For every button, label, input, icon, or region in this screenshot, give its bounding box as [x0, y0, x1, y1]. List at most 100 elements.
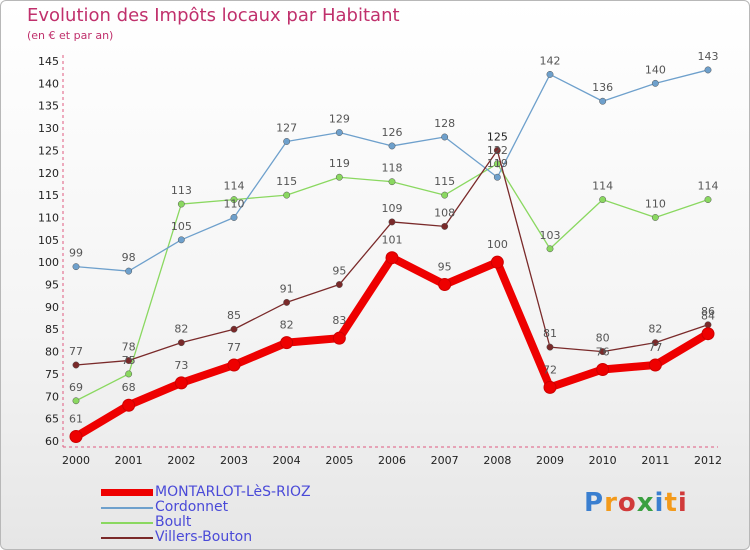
y-tick-label: 70 — [45, 390, 59, 403]
legend-label: MONTARLOT-LèS-RIOZ — [155, 484, 311, 500]
legend-swatch — [101, 537, 153, 539]
data-label: 85 — [227, 309, 241, 322]
data-label: 73 — [174, 359, 188, 372]
logo-letter: x — [636, 488, 655, 518]
data-point — [441, 222, 449, 230]
data-point — [388, 142, 396, 150]
logo-letter: i — [654, 488, 665, 518]
data-point — [599, 348, 607, 356]
data-label: 140 — [645, 63, 666, 76]
data-point — [177, 200, 185, 208]
y-tick-label: 130 — [38, 122, 59, 135]
data-label: 82 — [280, 319, 294, 332]
x-tick-label: 2001 — [115, 454, 143, 467]
data-point — [177, 339, 185, 347]
data-point — [227, 358, 241, 372]
data-label: 91 — [280, 282, 294, 295]
data-label: 69 — [69, 381, 83, 394]
data-point — [651, 214, 659, 221]
data-point — [230, 196, 238, 204]
data-label: 103 — [540, 229, 561, 242]
data-point — [546, 70, 554, 78]
x-tick-label: 2008 — [483, 454, 511, 467]
data-label: 108 — [434, 206, 455, 219]
data-label: 114 — [224, 180, 245, 193]
data-point — [332, 331, 346, 345]
data-label: 114 — [592, 180, 613, 193]
data-label: 78 — [122, 341, 136, 354]
data-point — [177, 236, 185, 244]
data-point — [490, 255, 504, 269]
x-tick-label: 2010 — [589, 454, 617, 467]
data-point — [72, 361, 80, 369]
data-point — [230, 325, 238, 333]
data-point — [385, 251, 399, 265]
data-point — [122, 398, 136, 412]
logo-letter: t — [664, 488, 678, 518]
data-label: 125 — [487, 130, 508, 143]
data-label: 129 — [329, 113, 350, 126]
x-tick-label: 2003 — [220, 454, 248, 467]
logo-letter: r — [604, 488, 618, 518]
data-point — [125, 370, 133, 378]
data-point — [704, 66, 712, 74]
data-label: 84 — [701, 310, 715, 323]
data-label: 98 — [122, 251, 136, 264]
y-tick-label: 100 — [38, 256, 59, 269]
y-tick-label: 120 — [38, 167, 59, 180]
y-tick-label: 80 — [45, 346, 59, 359]
data-label: 128 — [434, 117, 455, 130]
y-tick-label: 115 — [38, 189, 59, 202]
data-point — [596, 362, 610, 376]
data-point — [704, 196, 712, 204]
x-tick-label: 2009 — [536, 454, 564, 467]
data-label: 113 — [171, 184, 192, 197]
data-point — [648, 358, 662, 372]
data-point — [701, 327, 715, 341]
legend-label: Villers-Bouton — [155, 529, 253, 545]
data-label: 75 — [122, 354, 136, 367]
y-tick-label: 110 — [38, 211, 59, 224]
y-tick-label: 145 — [38, 55, 59, 68]
data-label: 142 — [540, 54, 561, 67]
data-label: 127 — [276, 121, 297, 134]
data-label: 110 — [645, 197, 666, 210]
x-tick-label: 2000 — [62, 454, 90, 467]
x-tick-label: 2012 — [694, 454, 722, 467]
data-point — [543, 380, 557, 394]
data-label: 119 — [329, 157, 350, 170]
x-tick-label: 2004 — [273, 454, 301, 467]
data-label: 95 — [332, 265, 346, 278]
data-label: 86 — [701, 305, 715, 318]
data-label: 77 — [227, 341, 241, 354]
y-tick-label: 90 — [45, 301, 59, 314]
data-label: 110 — [224, 197, 245, 210]
data-label: 76 — [596, 345, 610, 358]
data-label: 68 — [122, 381, 136, 394]
data-label: 100 — [487, 238, 508, 251]
x-tick-label: 2006 — [378, 454, 406, 467]
proxiti-logo: Proxiti — [584, 488, 688, 518]
data-label: 143 — [698, 50, 719, 63]
x-tick-label: 2011 — [641, 454, 669, 467]
data-point — [335, 129, 343, 136]
data-label: 61 — [69, 413, 83, 426]
data-point — [174, 376, 188, 390]
chart-title: Evolution des Impôts locaux par Habitant — [27, 5, 400, 26]
data-point — [69, 430, 83, 444]
data-label: 101 — [382, 234, 403, 247]
data-point — [441, 133, 449, 141]
logo-letter: P — [584, 488, 605, 518]
data-point — [72, 397, 80, 405]
x-tick-label: 2005 — [325, 454, 353, 467]
legend-swatch — [101, 522, 153, 524]
data-point — [335, 173, 343, 181]
data-point — [335, 281, 343, 288]
data-point — [388, 218, 396, 226]
y-tick-label: 135 — [38, 100, 59, 113]
data-point — [283, 138, 291, 145]
y-tick-label: 60 — [45, 435, 59, 448]
chart-subtitle: (en € et par an) — [27, 29, 114, 42]
y-tick-label: 85 — [45, 323, 59, 336]
